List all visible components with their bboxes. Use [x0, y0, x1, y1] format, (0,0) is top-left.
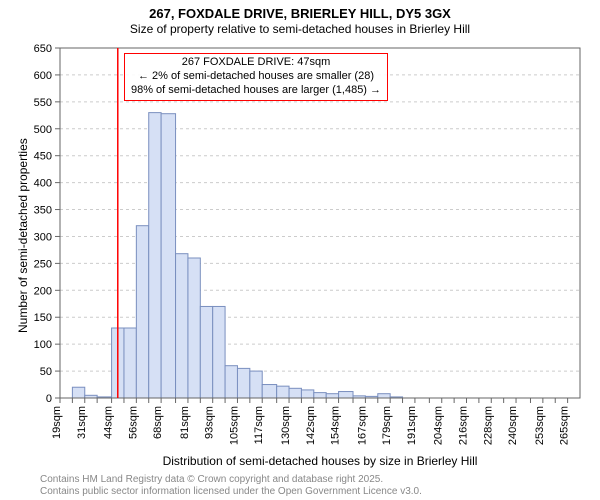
y-tick-label: 200	[34, 285, 52, 297]
x-tick-label: 19sqm	[51, 406, 63, 439]
x-tick-label: 44sqm	[103, 406, 115, 439]
histogram-bar	[161, 114, 175, 398]
y-tick-label: 150	[34, 312, 52, 324]
x-tick-label: 105sqm	[228, 406, 240, 445]
histogram-bar	[237, 368, 249, 398]
footer-attribution: Contains HM Land Registry data © Crown c…	[40, 474, 422, 498]
histogram-bar	[339, 392, 353, 398]
histogram-bar	[277, 386, 289, 398]
chart-container: { "title_line1": "267, FOXDALE DRIVE, BR…	[0, 0, 600, 500]
y-tick-label: 50	[40, 366, 52, 378]
histogram-bar	[378, 394, 390, 398]
histogram-bar	[188, 258, 200, 398]
annotation-line3: 98% of semi-detached houses are larger (…	[131, 84, 381, 98]
y-axis-label: Number of semi-detached properties	[16, 138, 30, 333]
y-tick-label: 100	[34, 339, 52, 351]
histogram-bar	[124, 328, 136, 398]
x-tick-label: 167sqm	[356, 406, 368, 445]
histogram-bar	[262, 385, 276, 398]
x-axis-label: Distribution of semi-detached houses by …	[60, 454, 580, 468]
histogram-bar	[326, 394, 338, 398]
x-tick-label: 130sqm	[280, 406, 292, 445]
annotation-line2: ← 2% of semi-detached houses are smaller…	[131, 70, 381, 84]
histogram-bar	[289, 388, 301, 398]
annotation-line1: 267 FOXDALE DRIVE: 47sqm	[131, 56, 381, 70]
x-tick-label: 56sqm	[127, 406, 139, 439]
x-tick-label: 204sqm	[433, 406, 445, 445]
x-tick-label: 81sqm	[179, 406, 191, 439]
y-tick-label: 300	[34, 231, 52, 243]
x-tick-label: 142sqm	[305, 406, 317, 445]
y-tick-label: 350	[34, 205, 52, 217]
footer-line1: Contains HM Land Registry data © Crown c…	[40, 474, 422, 486]
y-tick-label: 650	[34, 43, 52, 55]
histogram-bar	[176, 254, 188, 398]
x-tick-label: 117sqm	[253, 406, 265, 444]
x-tick-label: 179sqm	[381, 406, 393, 445]
histogram-bar	[136, 226, 148, 398]
chart-title: 267, FOXDALE DRIVE, BRIERLEY HILL, DY5 3…	[0, 0, 600, 22]
x-tick-label: 216sqm	[458, 406, 470, 445]
x-tick-label: 68sqm	[152, 406, 164, 439]
y-tick-label: 500	[34, 124, 52, 136]
histogram-bar	[301, 390, 313, 398]
y-tick-label: 600	[34, 70, 52, 82]
x-tick-label: 93sqm	[204, 406, 216, 439]
histogram-bar	[250, 371, 262, 398]
chart-subtitle: Size of property relative to semi-detach…	[0, 22, 600, 41]
histogram-bar	[72, 387, 84, 398]
histogram-bar	[213, 306, 225, 398]
y-tick-label: 450	[34, 151, 52, 163]
y-tick-label: 0	[46, 393, 52, 405]
footer-line2: Contains public sector information licen…	[40, 486, 422, 498]
y-tick-label: 400	[34, 178, 52, 190]
histogram-bar	[200, 306, 212, 398]
x-tick-label: 154sqm	[330, 406, 342, 445]
histogram-bar	[149, 113, 161, 398]
x-tick-label: 240sqm	[507, 406, 519, 445]
histogram-bar	[225, 366, 237, 398]
x-tick-label: 191sqm	[406, 406, 418, 445]
x-tick-label: 253sqm	[534, 406, 546, 445]
x-tick-label: 31sqm	[76, 406, 88, 439]
x-tick-label: 228sqm	[482, 406, 494, 445]
histogram-bar	[314, 393, 326, 398]
y-tick-label: 550	[34, 97, 52, 109]
x-tick-label: 265sqm	[559, 406, 571, 445]
annotation-box: 267 FOXDALE DRIVE: 47sqm ← 2% of semi-de…	[124, 53, 388, 100]
y-tick-label: 250	[34, 258, 52, 270]
